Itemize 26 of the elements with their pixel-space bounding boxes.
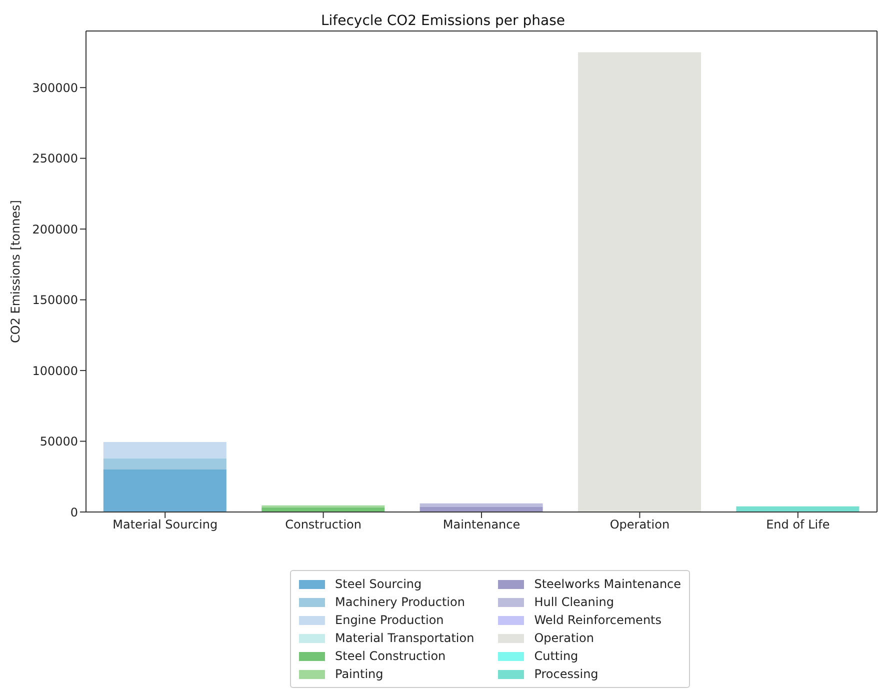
chart-title: Lifecycle CO2 Emissions per phase	[320, 13, 566, 29]
y-tick-label: 100000	[32, 364, 78, 378]
y-tick-label: 300000	[32, 80, 78, 95]
legend-label: Hull Cleaning	[534, 595, 614, 609]
legend-label: Weld Reinforcements	[534, 613, 662, 627]
y-tick-label: 50000	[40, 434, 78, 449]
legend-label: Operation	[534, 631, 594, 645]
legend-label: Engine Production	[335, 613, 444, 627]
legend-label: Painting	[335, 667, 384, 681]
y-tick-label: 0	[70, 505, 78, 520]
legend-label: Steelworks Maintenance	[534, 577, 682, 591]
y-tick-label: 250000	[32, 152, 78, 166]
legend-label: Cutting	[534, 649, 578, 663]
y-tick-label: 200000	[32, 222, 78, 236]
x-tick-label: End of Life	[766, 518, 830, 532]
legend-label: Steel Sourcing	[335, 577, 422, 591]
y-axis-title: CO2 Emissions [tonnes]	[8, 200, 22, 343]
x-tick-label: Construction	[285, 518, 362, 532]
legend-label: Processing	[534, 667, 598, 681]
legend-label: Machinery Production	[335, 595, 465, 609]
legend-label: Steel Construction	[335, 649, 446, 663]
x-tick-label: Maintenance	[442, 518, 520, 532]
legend-label: Material Transportation	[335, 631, 474, 645]
x-tick-label: Operation	[610, 518, 670, 532]
y-tick-label: 150000	[32, 293, 78, 308]
x-tick-label: Material Sourcing	[112, 518, 218, 532]
